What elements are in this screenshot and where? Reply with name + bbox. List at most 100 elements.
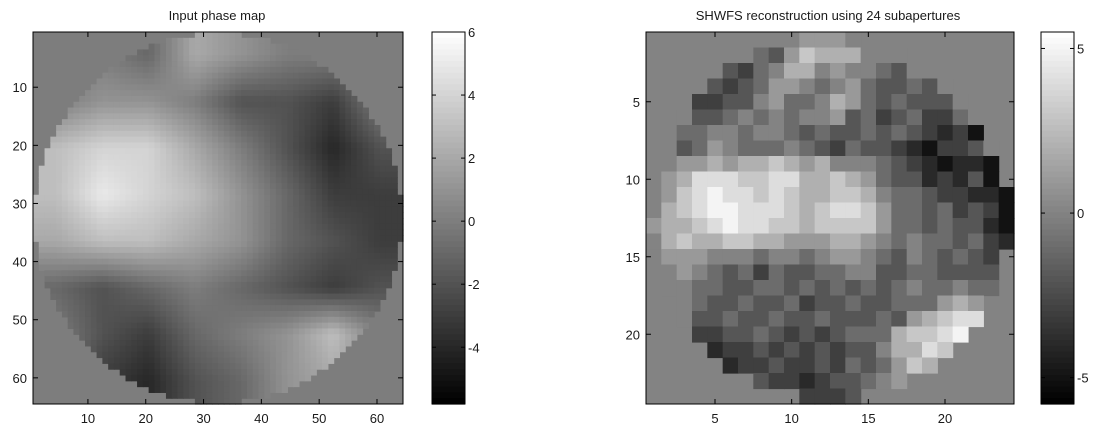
heatmap-cell xyxy=(345,218,352,225)
heatmap-cell xyxy=(339,200,346,207)
heatmap-cell xyxy=(707,264,724,281)
heatmap-cell xyxy=(137,107,144,114)
heatmap-cell xyxy=(102,136,109,144)
x-tick-label: 30 xyxy=(196,411,210,426)
heatmap-cell xyxy=(108,84,115,91)
heatmap-cell xyxy=(165,107,173,114)
heatmap-cell xyxy=(96,206,103,213)
heatmap-cell xyxy=(350,183,358,190)
heatmap-cell xyxy=(235,119,242,126)
heatmap-cell xyxy=(229,165,236,173)
heatmap-cell xyxy=(33,194,40,202)
heatmap-cell xyxy=(356,241,364,248)
heatmap-cell xyxy=(281,61,288,68)
heatmap-cell xyxy=(218,165,225,173)
heatmap-cell xyxy=(218,194,225,202)
heatmap-cell xyxy=(154,305,161,312)
heatmap-cell xyxy=(368,159,375,167)
heatmap-cell xyxy=(753,187,770,204)
heatmap-cell xyxy=(252,293,260,300)
heatmap-cell xyxy=(784,233,800,250)
heatmap-cell xyxy=(356,154,364,161)
heatmap-cell xyxy=(61,142,69,149)
heatmap-cell xyxy=(906,202,923,219)
heatmap-cell xyxy=(137,84,144,91)
heatmap-cell xyxy=(968,171,984,188)
heatmap-cell xyxy=(298,218,306,225)
heatmap-cell xyxy=(264,78,271,85)
heatmap-cell xyxy=(194,188,202,196)
heatmap-cell xyxy=(90,223,98,231)
heatmap-cell xyxy=(258,101,265,109)
heatmap-cell xyxy=(79,311,86,318)
heatmap-cell xyxy=(356,270,364,277)
heatmap-cell xyxy=(379,200,387,207)
heatmap-cell xyxy=(223,374,231,382)
heatmap-cell xyxy=(241,84,248,91)
heatmap-cell xyxy=(293,84,300,91)
heatmap-cell xyxy=(102,183,109,190)
heatmap-cell xyxy=(293,218,300,225)
heatmap-cell xyxy=(148,177,156,184)
heatmap-cell xyxy=(322,281,329,289)
heatmap-cell xyxy=(345,276,352,283)
heatmap-cell xyxy=(61,159,69,167)
heatmap-cell xyxy=(50,218,57,225)
heatmap-cell xyxy=(738,125,754,142)
heatmap-cell xyxy=(333,229,341,237)
heatmap-cell xyxy=(258,293,265,300)
heatmap-cell xyxy=(229,299,236,306)
heatmap-cell xyxy=(860,295,877,312)
heatmap-cell xyxy=(125,148,132,155)
heatmap-cell xyxy=(218,398,225,405)
heatmap-cell xyxy=(799,264,816,281)
heatmap-cell xyxy=(90,293,98,300)
heatmap-cell xyxy=(148,223,156,231)
heatmap-cell xyxy=(96,270,103,277)
heatmap-cell xyxy=(137,258,144,266)
heatmap-cell xyxy=(379,177,387,184)
heatmap-cell xyxy=(258,235,265,242)
heatmap-cell xyxy=(391,194,398,202)
heatmap-cell xyxy=(333,340,341,347)
heatmap-cell xyxy=(119,165,127,173)
y-tick-label: 50 xyxy=(13,313,27,328)
heatmap-cell xyxy=(212,287,219,295)
heatmap-cell xyxy=(108,101,115,109)
heatmap-cell xyxy=(876,78,892,95)
heatmap-cell xyxy=(218,32,225,39)
heatmap-cell xyxy=(350,206,358,213)
heatmap-cell xyxy=(200,351,208,359)
heatmap-cell xyxy=(287,369,294,376)
heatmap-cell xyxy=(200,281,208,289)
heatmap-cell xyxy=(891,342,908,359)
heatmap-cell xyxy=(252,258,260,266)
heatmap-cell xyxy=(258,171,265,178)
heatmap-cell xyxy=(108,223,115,231)
heatmap-cell xyxy=(119,101,127,109)
heatmap-cell xyxy=(142,130,150,138)
heatmap-cell xyxy=(722,280,739,297)
heatmap-cell xyxy=(183,37,190,45)
heatmap-cell xyxy=(67,223,75,231)
heatmap-cell xyxy=(270,183,277,190)
heatmap-cell xyxy=(90,229,98,237)
heatmap-cell xyxy=(362,223,369,231)
heatmap-cell xyxy=(119,293,127,300)
heatmap-cell xyxy=(142,241,150,248)
heatmap-cell xyxy=(246,165,254,173)
heatmap-cell xyxy=(937,78,954,95)
heatmap-cell xyxy=(298,334,306,341)
heatmap-cell xyxy=(350,293,358,300)
heatmap-cell xyxy=(183,299,190,306)
colorbar-swatch xyxy=(1041,392,1074,399)
heatmap-cell xyxy=(125,322,132,330)
heatmap-cell xyxy=(998,202,1015,219)
heatmap-cell xyxy=(333,136,341,144)
heatmap-cell xyxy=(206,351,213,359)
chart-right-x-ticks: 5 10 15 20 xyxy=(711,32,952,426)
heatmap-cell xyxy=(281,125,288,132)
heatmap-cell xyxy=(223,305,231,312)
heatmap-cell xyxy=(137,281,144,289)
heatmap-cell xyxy=(327,72,335,80)
